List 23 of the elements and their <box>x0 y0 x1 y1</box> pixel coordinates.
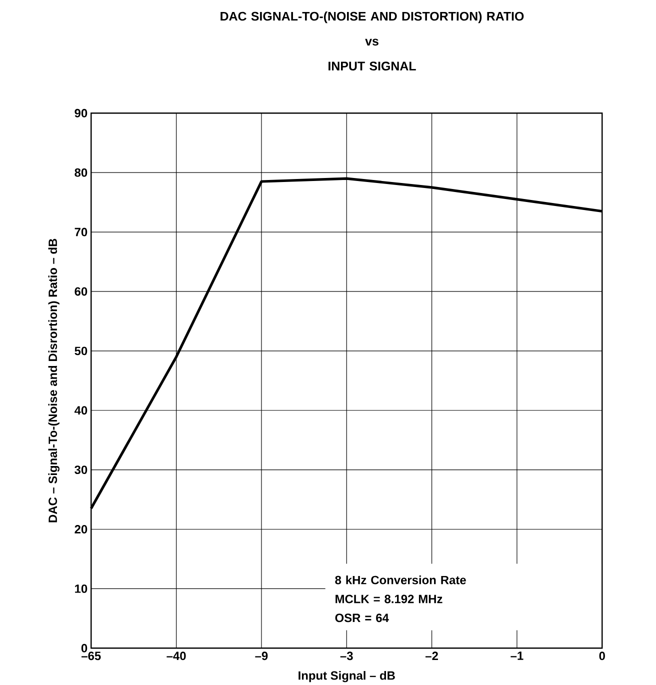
x-axis-title: Input Signal – dB <box>298 670 395 682</box>
y-tick-label: 20 <box>74 525 88 534</box>
y-tick-label: 30 <box>74 466 88 474</box>
annotation: MCLK = 8.192 MHz <box>336 594 442 604</box>
y-tick-label: 40 <box>74 406 88 415</box>
x-tick-label: –65 <box>82 652 101 660</box>
chart-title: DAC SIGNAL-TO-(NOISE AND DISTORTION) RATIO vs INPUT SIGNAL <box>220 12 524 70</box>
x-tick-label: –2 <box>426 652 438 660</box>
x-tick-label: 0 <box>599 652 605 660</box>
y-tick-label: 70 <box>74 228 88 236</box>
y-axis-title: DAC – Signal-To-(Noise and Disrortion) Ratio – dB <box>48 238 60 522</box>
y-tick-label: 50 <box>74 346 88 356</box>
y-tick-label: 80 <box>74 168 88 177</box>
y-tick-label: 0 <box>81 644 88 652</box>
x-tick-label: –1 <box>510 652 524 660</box>
y-tick-label: 60 <box>74 287 88 296</box>
x-tick-label: –3 <box>340 652 353 660</box>
y-tick-label: 10 <box>75 584 88 593</box>
x-tick-label: –9 <box>255 652 268 660</box>
y-tick-label: 90 <box>74 108 88 118</box>
x-tick-label: –40 <box>166 652 186 660</box>
annotation: 8 kHz Conversion Rate <box>335 576 466 584</box>
annotation: OSR = 64 <box>335 614 389 622</box>
